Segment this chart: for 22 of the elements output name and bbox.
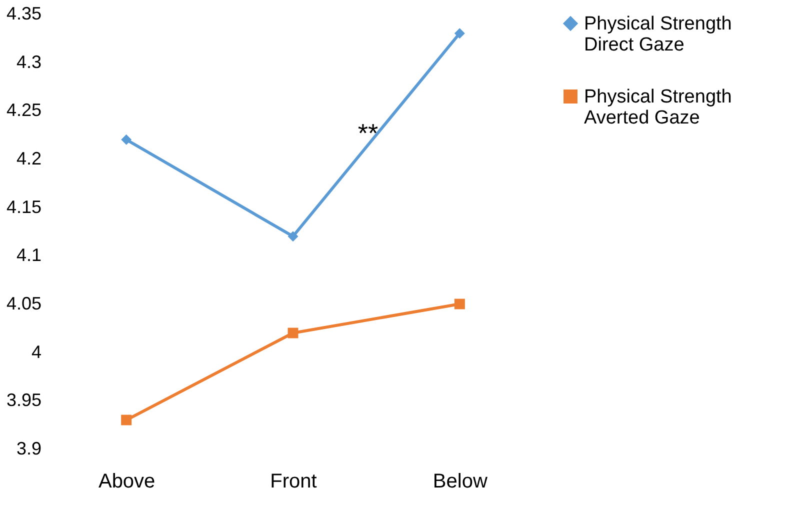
x-tick-label: Above bbox=[98, 470, 156, 492]
point bbox=[288, 231, 298, 242]
y-tick-label: 4.25 bbox=[6, 100, 42, 120]
y-tick-label: 3.95 bbox=[6, 390, 42, 410]
legend-label: Physical Strength Direct Gaze bbox=[584, 14, 732, 56]
point bbox=[454, 28, 465, 39]
y-tick-label: 4.2 bbox=[16, 148, 42, 168]
y-tick-label: 4.3 bbox=[16, 52, 42, 72]
y-tick-label: 4 bbox=[31, 342, 42, 362]
point bbox=[121, 134, 132, 145]
x-tick-label: Below bbox=[432, 470, 488, 492]
y-tick-label: 3.9 bbox=[16, 438, 42, 458]
legend-label: Physical Strength Averted Gaze bbox=[584, 86, 732, 128]
point bbox=[121, 414, 132, 426]
point bbox=[288, 328, 298, 338]
y-tick-label: 4.15 bbox=[6, 196, 42, 217]
y-tick-label: 4.05 bbox=[6, 294, 42, 314]
point bbox=[454, 298, 465, 310]
y-tick-label: 4.35 bbox=[6, 4, 42, 24]
annotation: ** bbox=[358, 118, 378, 148]
x-tick-label: Front bbox=[270, 470, 318, 492]
y-tick-label: 4.1 bbox=[16, 245, 42, 266]
